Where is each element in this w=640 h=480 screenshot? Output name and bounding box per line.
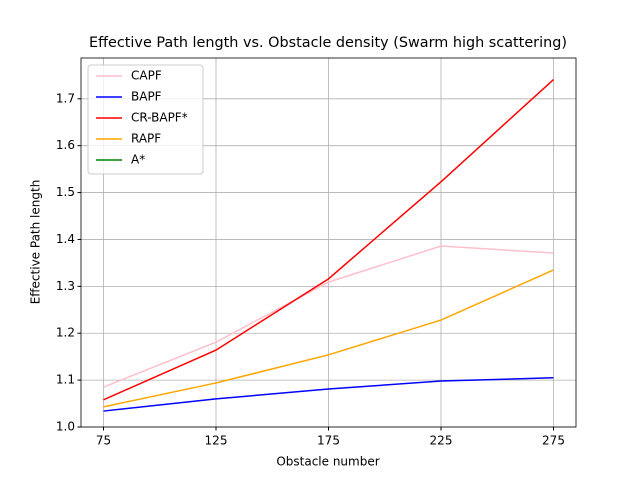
x-tick-label: 275 [542, 434, 565, 448]
x-axis-label: Obstacle number [276, 455, 379, 469]
y-tick-label: 1.4 [56, 232, 75, 246]
legend-label: BAPF [131, 90, 162, 104]
y-axis-label: Effective Path length [29, 180, 43, 305]
x-tick-label: 175 [317, 434, 340, 448]
x-tick-label: 125 [205, 434, 228, 448]
series-line [103, 245, 554, 388]
series-line [103, 79, 555, 401]
y-tick-label: 1.0 [56, 420, 75, 434]
axes-frame [80, 57, 577, 428]
x-tick-label: 225 [430, 434, 453, 448]
series-line [103, 269, 554, 408]
chart-title: Effective Path length vs. Obstacle densi… [89, 35, 567, 51]
y-tick-label: 1.1 [56, 373, 75, 387]
legend-box [87, 64, 204, 175]
y-tick-label: 1.6 [56, 138, 75, 152]
legend-label: CAPF [131, 69, 162, 83]
legend-label: A* [131, 153, 145, 167]
y-tick-label: 1.2 [56, 326, 75, 340]
y-tick-label: 1.7 [56, 91, 75, 105]
legend-label: CR-BAPF* [131, 111, 188, 125]
y-tick-label: 1.3 [56, 279, 75, 293]
x-tick-label: 75 [96, 434, 111, 448]
series-line [103, 377, 554, 412]
y-tick-label: 1.5 [56, 185, 75, 199]
legend-label: RAPF [131, 132, 161, 146]
